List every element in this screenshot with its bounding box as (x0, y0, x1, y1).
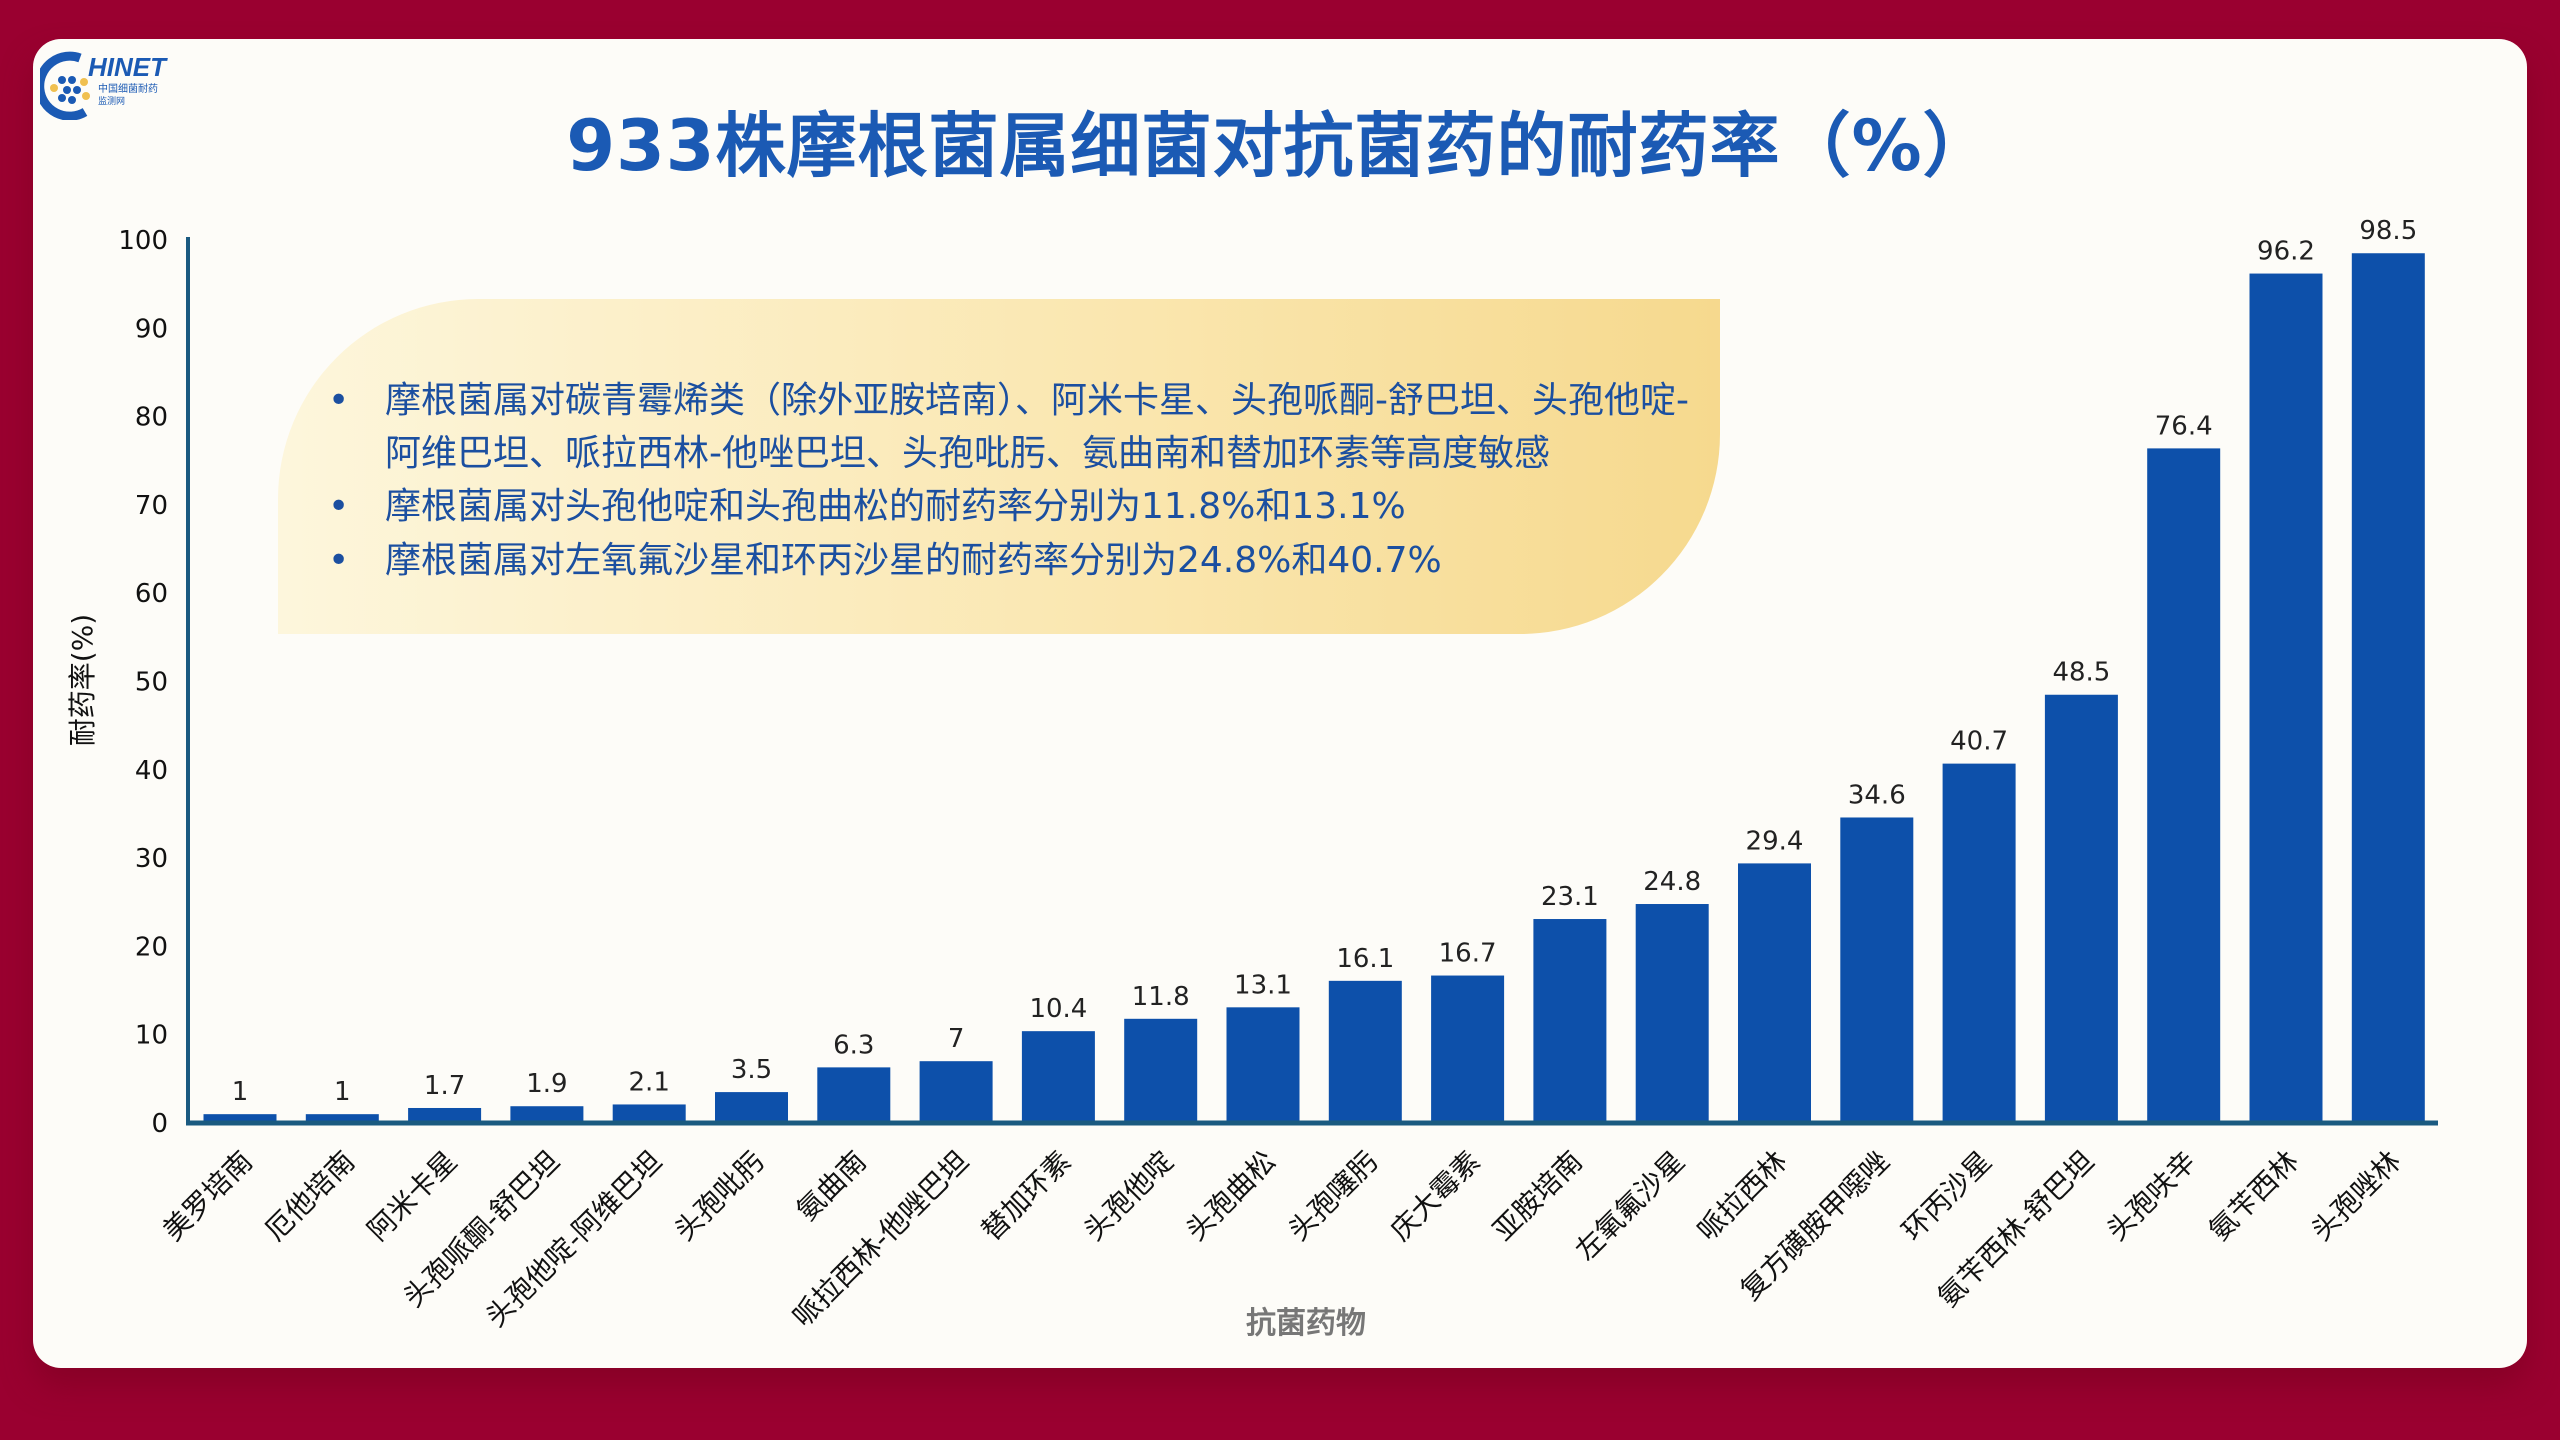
page-title: 933株摩根菌属细菌对抗菌药的耐药率（%） (566, 105, 1994, 187)
bullet-icon: • (328, 540, 350, 581)
svg-text:监测网: 监测网 (98, 95, 125, 107)
slide-panel (33, 39, 2527, 1368)
svg-text:中国细菌耐药: 中国细菌耐药 (98, 82, 158, 95)
bullet-icon: • (328, 486, 350, 527)
svg-text:HINET: HINET (88, 52, 168, 82)
chinet-logo: HINET 中国细菌耐药 监测网 (40, 51, 168, 120)
bullet-icon: • (328, 380, 350, 421)
summary-callout: • 摩根菌属对碳青霉烯类（除外亚胺培南）、阿米卡星、头孢哌酮-舒巴坦、头孢他啶-… (278, 299, 1720, 634)
